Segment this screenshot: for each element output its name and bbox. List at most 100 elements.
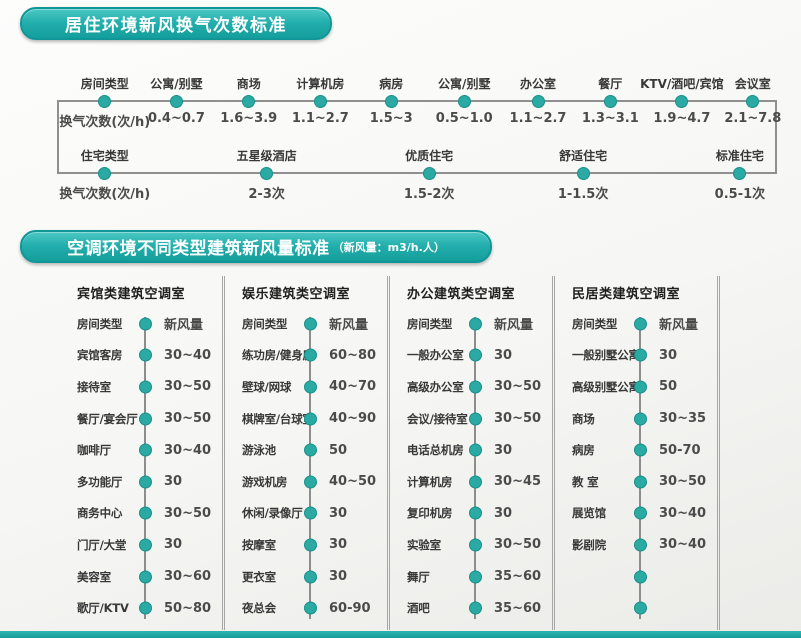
table-row: 计算机房 30~45 (390, 466, 552, 498)
fresh-air-value: 新风量 (659, 318, 699, 334)
timeline-dot-icon (633, 412, 647, 426)
table-row: 实验室 30~50 (390, 529, 552, 561)
room-type-label: 歌厅/KTV (77, 601, 129, 616)
residence-type-label: 标准住宅 (715, 149, 764, 163)
room-type-label: 游泳池 (242, 443, 276, 458)
timeline-dot-icon (733, 166, 747, 180)
column-residential: 民居类建筑空调室 房间类型 新风量 一般别墅公寓 30 (555, 276, 720, 630)
section2-subtitle: （新风量：m3/h.人） (332, 240, 445, 254)
fresh-air-value: 新风量 (329, 318, 369, 334)
timeline-dot-icon (303, 380, 317, 394)
fresh-air-value: 50 (659, 379, 678, 395)
column-title: 办公建筑类空调室 (407, 286, 516, 302)
fresh-air-value: 30~50 (164, 379, 212, 395)
room-type-label: 房间类型 (242, 316, 288, 331)
room-type-label: 教 室 (572, 474, 599, 489)
table-row: 展览馆 30~40 (555, 498, 717, 530)
building-columns: 宾馆类建筑空调室 房间类型 新风量 宾馆客房 30~40 (60, 276, 720, 630)
room-type-label: 商务中心 (77, 506, 123, 521)
table-row: 教 室 30~50 (555, 466, 717, 498)
table-row: 棋牌室/台球室 40~90 (225, 403, 387, 435)
table-row: 高级别墅公寓 50 (555, 371, 717, 403)
table-row: 商场 30~35 (555, 403, 717, 435)
timeline-dot-icon (531, 94, 545, 108)
column-rows: 房间类型 新风量 一般办公室 30 高级办公室 30~50 (390, 308, 552, 624)
air-change-value: 1-1.5次 (557, 187, 609, 202)
timeline-dot-icon (633, 538, 647, 552)
room-type-label: 壁球/网球 (242, 379, 292, 394)
table-row: 咖啡厅 30~40 (60, 434, 222, 466)
room-type-label: 一般办公室 (407, 348, 464, 363)
room-type-label: 咖啡厅 (77, 443, 111, 458)
room-type-label: 高级办公室 (407, 379, 464, 394)
table-row: 多功能厅 30 (60, 466, 222, 498)
air-change-value: 0.4~0.7 (147, 111, 205, 126)
timeline-dot-icon (303, 317, 317, 331)
timeline-dot-icon (303, 443, 317, 457)
timeline-dot-icon (633, 348, 647, 362)
column-title: 娱乐建筑类空调室 (242, 286, 351, 302)
table-row: 休闲/录像厅 30 (225, 498, 387, 530)
fresh-air-value: 30~50 (164, 411, 212, 427)
table-row: 房间类型 新风量 (225, 308, 387, 340)
room-type-label: 棋牌室/台球室 (242, 411, 314, 426)
timeline-dot-icon (138, 601, 152, 615)
timeline-dot-icon (468, 475, 482, 489)
residence-type-label: 五星级酒店 (236, 149, 297, 163)
fresh-air-value: 60~80 (329, 347, 377, 363)
air-change-timeline-box: 房间类型 换气次数(次/h) 公寓/别墅 0.4~0.7 商场 1.6~3.9 (57, 77, 781, 202)
room-type-label: 夜总会 (242, 601, 276, 616)
fresh-air-value: 30~50 (494, 411, 542, 427)
table-row: 房间类型 新风量 (555, 308, 717, 340)
timeline-dot-icon (576, 166, 590, 180)
room-type-label: 房间类型 (572, 316, 618, 331)
timeline-dot-icon (633, 317, 647, 331)
room-type-label: 实验室 (407, 537, 441, 552)
fresh-air-value: 40~50 (329, 474, 377, 490)
fresh-air-value: 30 (659, 347, 678, 363)
fresh-air-value: 30 (494, 442, 513, 458)
fresh-air-value: 30 (329, 569, 348, 585)
column-rows: 房间类型 新风量 一般别墅公寓 30 高级别墅公寓 50 (555, 308, 717, 624)
fresh-air-value: 30~40 (659, 505, 707, 521)
fresh-air-value: 35~60 (494, 569, 542, 585)
fresh-air-value: 60-90 (329, 600, 371, 616)
fresh-air-value: 30~35 (659, 411, 707, 427)
timeline-dot-icon (633, 380, 647, 394)
fresh-air-value: 40~90 (329, 411, 377, 427)
room-type-label: 展览馆 (572, 506, 606, 521)
table-row: 按摩室 30 (225, 529, 387, 561)
fresh-air-value: 50 (329, 442, 348, 458)
room-type-label: 办公室 (519, 77, 557, 91)
timeline-dot-icon (468, 601, 482, 615)
fresh-air-value: 新风量 (164, 318, 204, 334)
residence-type-label: 住宅类型 (80, 149, 129, 163)
timeline-dot-icon (468, 317, 482, 331)
room-type-label: 电话总机房 (407, 443, 464, 458)
timeline-dot-icon (468, 348, 482, 362)
table-row: 房间类型 新风量 (390, 308, 552, 340)
room-type-label: 门厅/大堂 (77, 537, 127, 552)
table-row (555, 592, 717, 624)
room-type-label: 宾馆客房 (77, 348, 123, 363)
fresh-air-value: 30 (164, 474, 183, 490)
fresh-air-value: 30~60 (164, 569, 212, 585)
section2-title: 空调环境不同类型建筑新风量标准 (67, 239, 330, 259)
table-row: 一般办公室 30 (390, 340, 552, 372)
table-row: 美容室 30~60 (60, 561, 222, 593)
table-row: 影剧院 30~40 (555, 529, 717, 561)
table-row: 房间类型 新风量 (60, 308, 222, 340)
timeline-dot-icon (303, 475, 317, 489)
table-row: 游泳池 50 (225, 434, 387, 466)
room-type-label: 房间类型 (407, 316, 453, 331)
room-type-label: 病房 (379, 77, 404, 91)
timeline-dot-icon (633, 570, 647, 584)
room-type-label: 病房 (572, 443, 595, 458)
timeline-dot-icon (633, 443, 647, 457)
timeline-dot-icon (633, 506, 647, 520)
room-type-label: 房间类型 (77, 316, 123, 331)
timeline-dot-icon (468, 506, 482, 520)
fresh-air-value: 30 (329, 537, 348, 553)
air-change-value: 2.1~7.8 (724, 111, 782, 126)
